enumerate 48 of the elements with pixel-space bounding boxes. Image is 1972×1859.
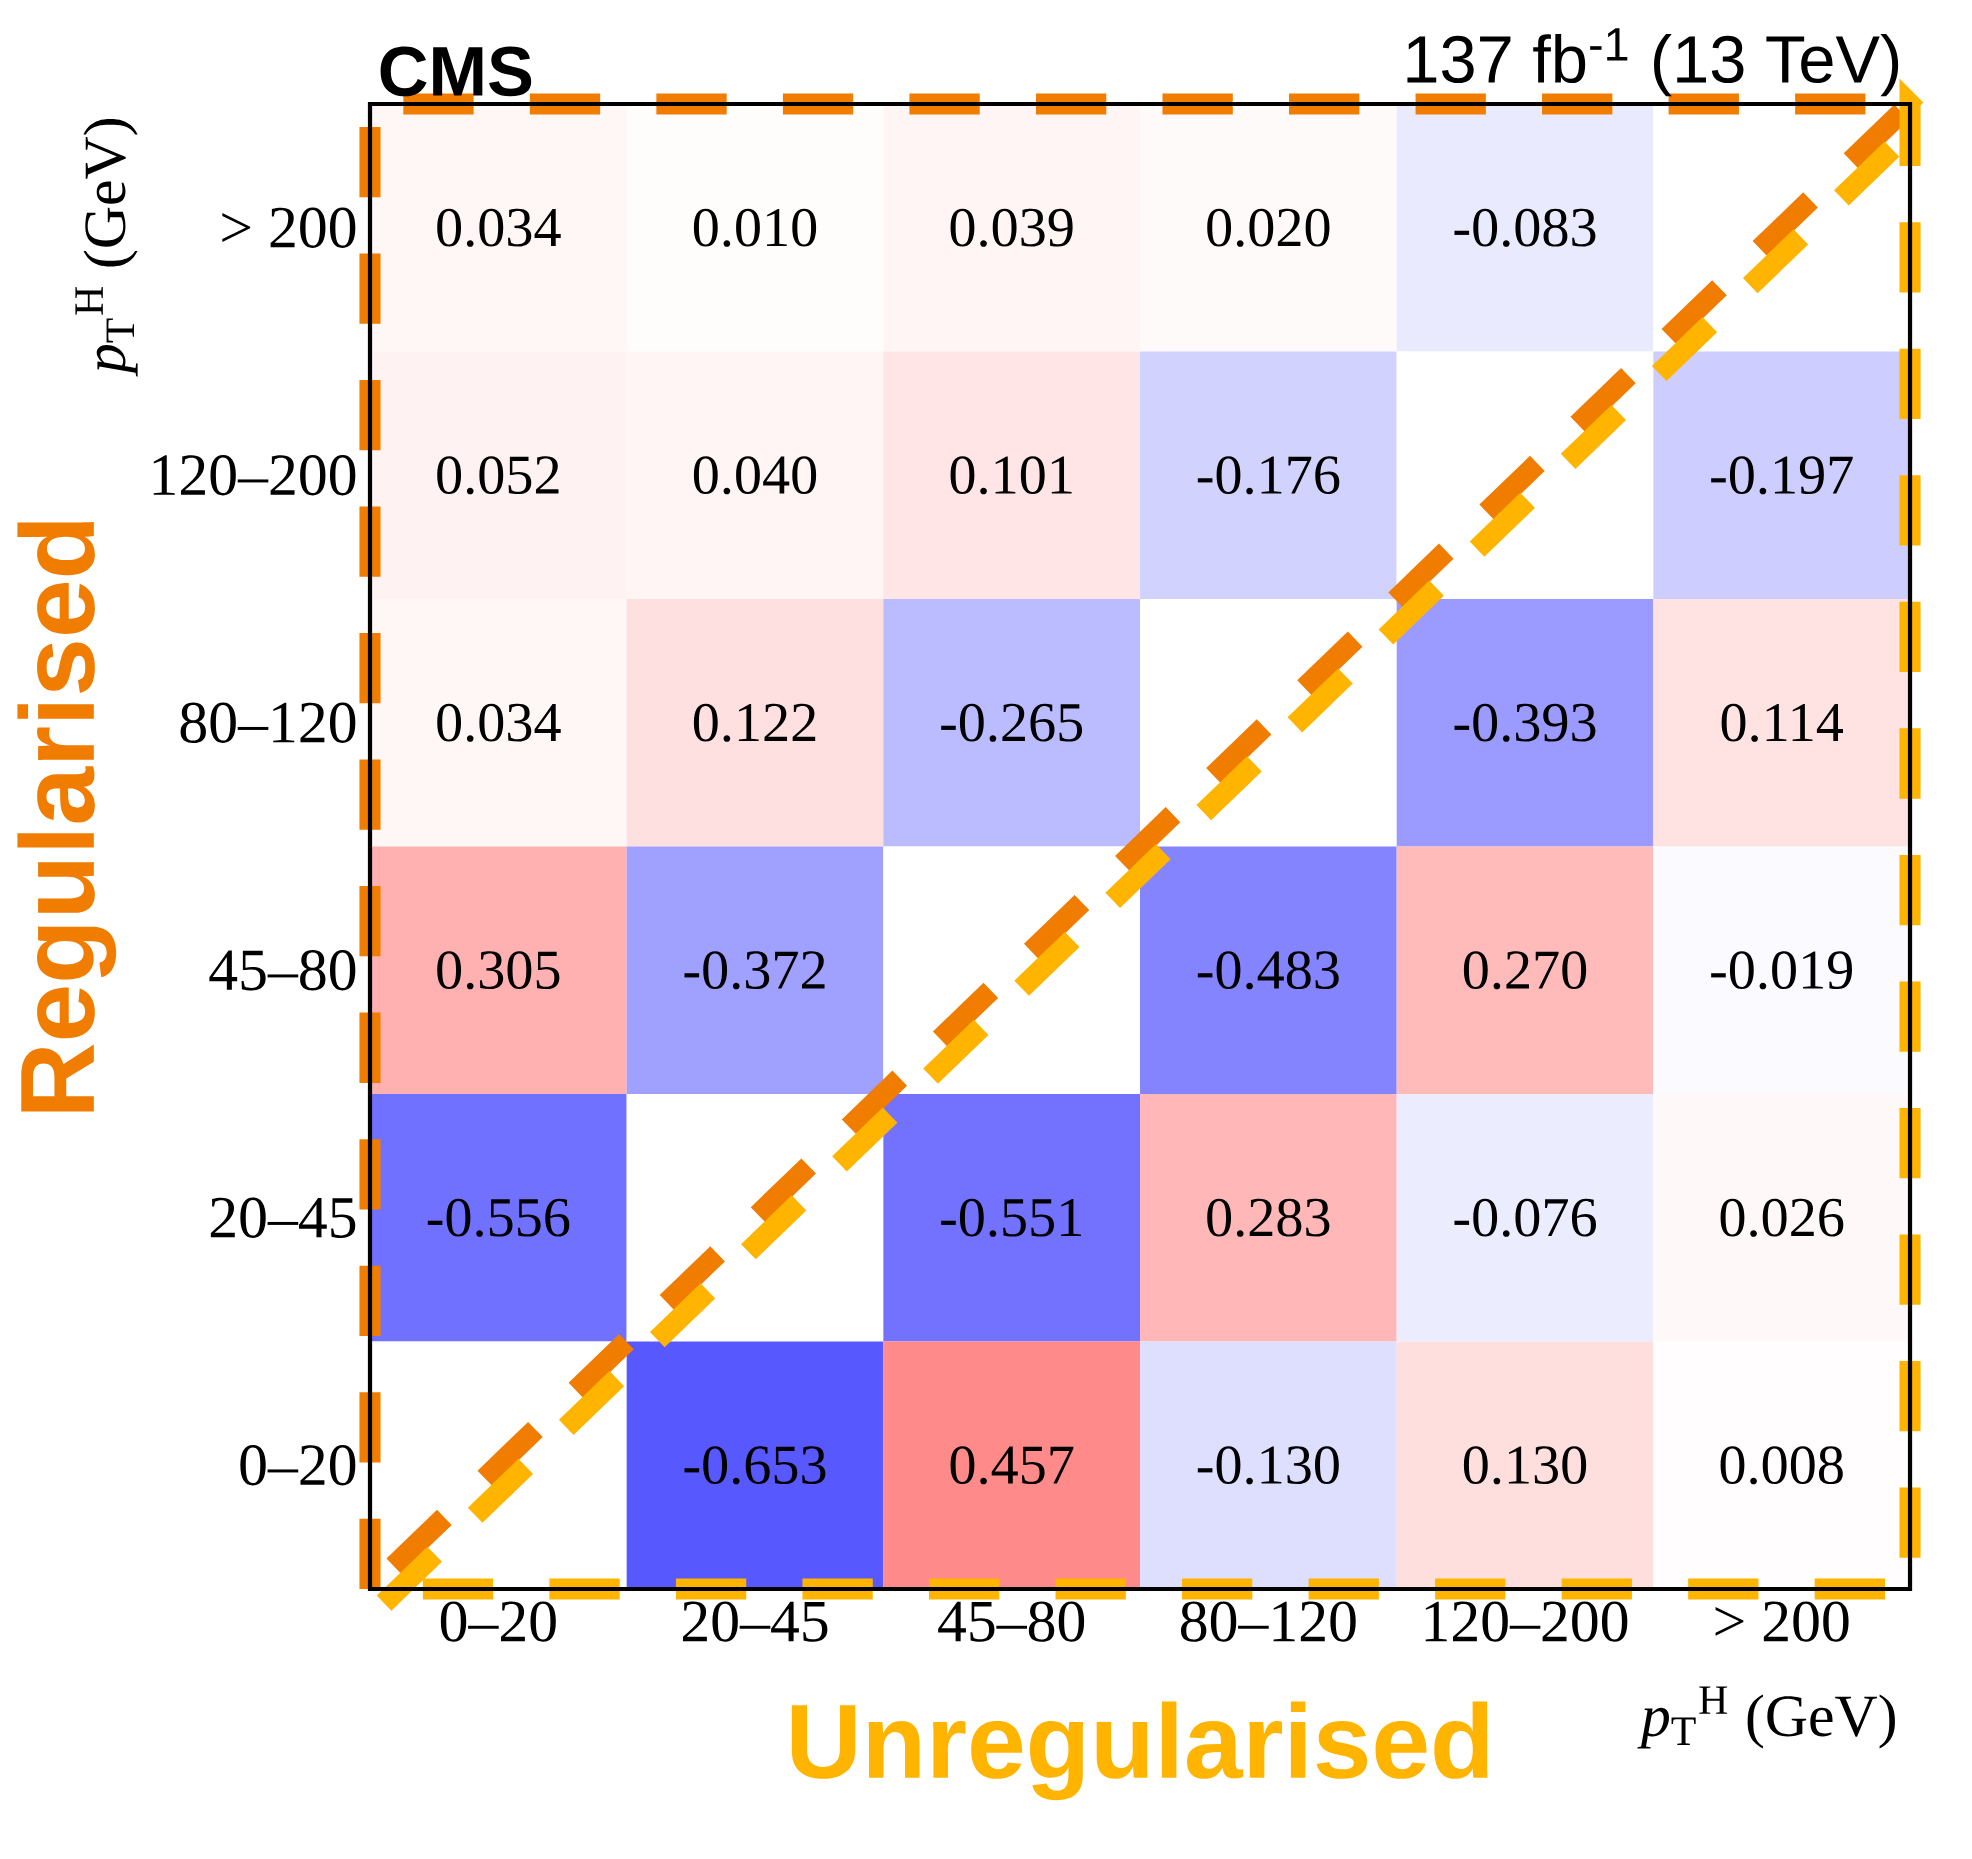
y-tick-label: 20–45 (210, 1197, 356, 1238)
chart-subtitle: 137 fb$^{-1}$ (13 TeV) (1407, 28, 1899, 97)
chart-title: CMS (380, 46, 532, 97)
data-label: 0.020 (1207, 208, 1330, 247)
data-label: -0.551 (941, 1198, 1081, 1237)
y-axis-title: p$_{T}$$^{H}$ (GeV) (75, 119, 138, 377)
x-tick-label: 120–200 (1425, 1601, 1628, 1642)
data-label: -0.130 (1197, 1446, 1339, 1485)
data-label: 0.305 (437, 951, 560, 990)
data-label: 0.039 (950, 208, 1073, 247)
x-tick-label: > 200 (1715, 1601, 1849, 1642)
data-label: 0.026 (1720, 1198, 1844, 1237)
data-label: 0.283 (1207, 1198, 1330, 1237)
text: Unregularised (791, 1701, 1488, 1801)
data-label: 0.052 (437, 456, 559, 495)
data-label: -0.653 (684, 1446, 826, 1485)
x-tick-label: 45–80 (938, 1601, 1085, 1642)
data-label: 0.010 (693, 208, 817, 247)
x-tick-label: 20–45 (682, 1601, 828, 1642)
y-tick-label: 0–20 (240, 1445, 356, 1486)
data-label: 0.270 (1463, 951, 1587, 990)
y-tick-label: > 200 (222, 207, 356, 248)
data-label: 0.130 (1463, 1446, 1587, 1485)
y-tick-label: 120–200 (153, 455, 356, 496)
data-label: -0.372 (684, 951, 825, 990)
data-label: 0.457 (950, 1446, 1074, 1485)
text: Regularised (17, 522, 117, 1112)
data-label: 0.101 (950, 456, 1072, 495)
data-label: -0.197 (1711, 456, 1853, 495)
data-label: 0.008 (1720, 1446, 1843, 1485)
data-label: -0.265 (941, 703, 1083, 742)
data-label: 0.040 (693, 456, 817, 495)
data-label: 0.034 (437, 208, 561, 247)
x-tick-label: 0–20 (440, 1601, 556, 1642)
data-label: -0.083 (1454, 208, 1596, 247)
data-label: 0.034 (437, 703, 561, 742)
data-label: 0.114 (1721, 703, 1844, 742)
data-label: -0.019 (1711, 951, 1852, 990)
y-tick-label: 45–80 (209, 950, 356, 991)
data-label: -0.076 (1454, 1198, 1596, 1237)
x-tick-label: 80–120 (1180, 1601, 1356, 1642)
data-label: 0.122 (693, 703, 816, 742)
y-tick-label: 80–120 (180, 702, 356, 743)
data-label: -0.483 (1197, 951, 1339, 990)
data-label: -0.176 (1197, 456, 1340, 495)
data-label: -0.393 (1454, 703, 1596, 742)
x-axis-title: p$_{T}$$^{H}$ (GeV) (1637, 1686, 1895, 1749)
data-label: -0.556 (427, 1198, 570, 1237)
